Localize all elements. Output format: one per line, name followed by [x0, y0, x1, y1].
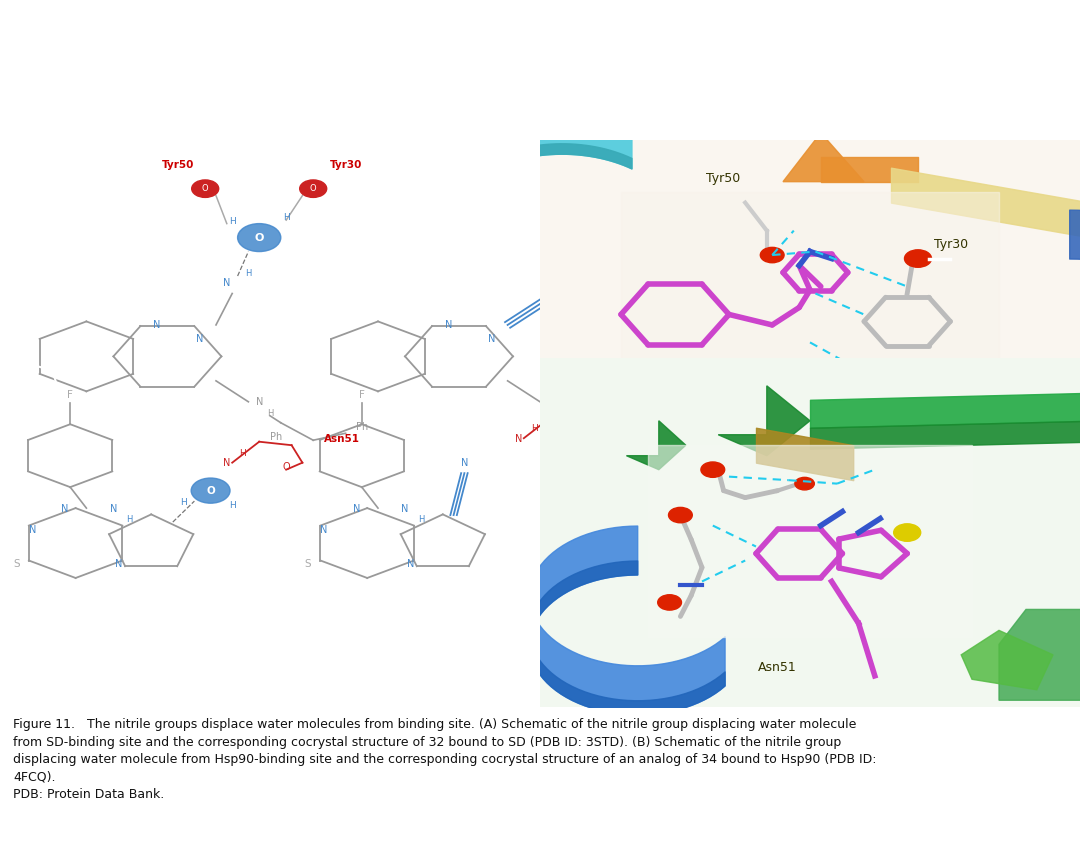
Text: Figure 11.   The nitrile groups displace water molecules from binding site. (A) : Figure 11. The nitrile groups displace w…	[13, 718, 877, 801]
Text: O: O	[206, 485, 215, 495]
Text: N: N	[445, 320, 451, 330]
Circle shape	[760, 247, 784, 263]
Text: Ph: Ph	[648, 422, 660, 432]
Circle shape	[192, 180, 219, 197]
Text: H: H	[418, 515, 424, 524]
Circle shape	[905, 250, 931, 268]
Text: Hsp90K: Hsp90K	[302, 676, 342, 686]
Text: i: i	[100, 461, 103, 470]
Circle shape	[238, 224, 281, 252]
Text: H: H	[126, 515, 133, 524]
Text: N: N	[321, 524, 327, 534]
Text: O: O	[580, 223, 586, 231]
Text: N: N	[224, 279, 230, 289]
Text: i: i	[397, 461, 400, 470]
Text: H: H	[283, 213, 289, 222]
Polygon shape	[626, 421, 686, 469]
Text: Asn51: Asn51	[758, 661, 797, 674]
Text: O: O	[255, 233, 264, 242]
Text: i: i	[391, 679, 394, 688]
Text: H: H	[229, 217, 235, 225]
Circle shape	[191, 478, 230, 503]
Circle shape	[894, 523, 920, 541]
Circle shape	[701, 462, 725, 478]
Text: Tyr50: Tyr50	[706, 172, 741, 185]
Text: F: F	[359, 390, 365, 400]
Text: N: N	[153, 320, 160, 330]
Text: N: N	[567, 275, 575, 285]
Text: Tyr50: Tyr50	[162, 160, 194, 169]
Text: B: B	[25, 375, 35, 390]
Text: 29-fold: 29-fold	[258, 284, 295, 293]
Circle shape	[300, 180, 327, 197]
Text: : 0.22 nm: : 0.22 nm	[107, 458, 157, 468]
Circle shape	[669, 507, 692, 523]
Text: : 0.335 pM: : 0.335 pM	[399, 676, 454, 686]
Text: Hsp90K: Hsp90K	[16, 676, 56, 686]
Text: H: H	[267, 409, 273, 418]
Text: N: N	[488, 335, 495, 345]
Text: Asn51: Asn51	[616, 409, 651, 419]
Text: N: N	[407, 560, 414, 569]
Text: H: H	[558, 409, 565, 418]
Polygon shape	[648, 446, 972, 637]
Text: Tyr50: Tyr50	[556, 198, 589, 208]
Text: SDK: SDK	[43, 458, 65, 468]
Text: O: O	[202, 184, 208, 193]
Text: N: N	[548, 397, 554, 407]
Text: N: N	[515, 434, 522, 444]
Text: H: H	[531, 424, 538, 433]
Text: i: i	[95, 679, 97, 688]
Text: Tyr30: Tyr30	[329, 160, 362, 169]
Text: (33): (33)	[96, 659, 120, 669]
Text: N: N	[402, 504, 408, 513]
Text: Asn51: Asn51	[324, 434, 360, 444]
Text: : 0.00077 nm: : 0.00077 nm	[404, 458, 473, 468]
Circle shape	[570, 219, 597, 235]
Circle shape	[795, 478, 814, 490]
Text: O: O	[282, 462, 291, 472]
Polygon shape	[999, 610, 1080, 700]
Text: N: N	[110, 504, 117, 513]
Text: Ph: Ph	[562, 432, 573, 442]
Text: H: H	[245, 269, 252, 278]
Polygon shape	[621, 192, 999, 437]
Text: Tyr30: Tyr30	[605, 219, 637, 229]
Text: Tyr30: Tyr30	[934, 238, 969, 251]
Text: F: F	[67, 390, 73, 400]
Text: N: N	[197, 335, 203, 345]
Text: 33-fold: 33-fold	[258, 501, 295, 512]
Text: N: N	[116, 560, 122, 569]
Text: H: H	[240, 449, 246, 457]
Polygon shape	[783, 133, 864, 181]
Text: H: H	[180, 497, 187, 507]
Text: O: O	[310, 184, 316, 193]
Text: O: O	[591, 244, 597, 252]
Text: N: N	[256, 397, 262, 407]
Polygon shape	[718, 385, 810, 456]
Text: : 1288 pM: : 1288 pM	[102, 676, 153, 686]
Circle shape	[581, 240, 607, 257]
Text: S: S	[305, 560, 311, 569]
Text: N: N	[353, 504, 360, 513]
Text: N: N	[224, 458, 230, 468]
Text: SDK: SDK	[335, 458, 356, 468]
Text: A: A	[25, 158, 35, 171]
Text: O: O	[573, 437, 582, 447]
Text: S: S	[13, 560, 19, 569]
Circle shape	[658, 595, 681, 610]
Text: N: N	[29, 524, 36, 534]
Polygon shape	[961, 630, 1053, 689]
Text: H: H	[229, 501, 235, 510]
Text: (32): (32)	[396, 440, 419, 451]
Text: (31): (31)	[102, 440, 125, 451]
Text: (34): (34)	[388, 659, 411, 669]
Text: N: N	[461, 458, 468, 468]
Text: Ph: Ph	[270, 432, 282, 442]
Text: N: N	[62, 504, 68, 513]
Text: Ph: Ph	[356, 422, 368, 432]
